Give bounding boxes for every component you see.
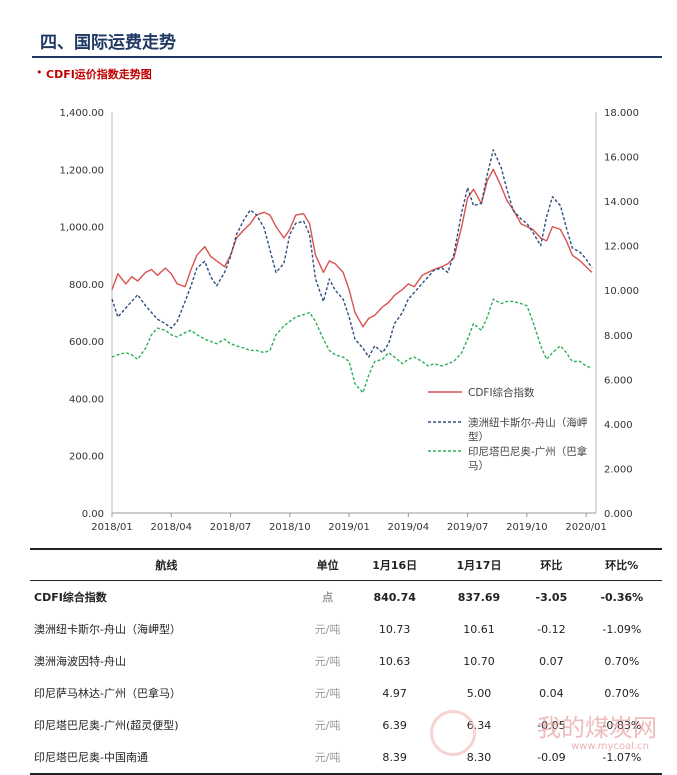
table-header-cell: 环比 xyxy=(521,548,582,581)
y-left-tick-label: 1,000.00 xyxy=(59,223,104,234)
y-right-tick-label: 18.000 xyxy=(604,108,639,119)
table-cell: 元/吨 xyxy=(314,655,341,668)
x-tick-label: 2018/01 xyxy=(91,522,133,533)
table-row: 印尼萨马林达-广州（巴拿马） 元/吨 4.97 5.00 0.04 0.70% xyxy=(30,677,662,709)
section-title: 四、国际运费走势 xyxy=(40,33,176,53)
table-cell: 10.73 xyxy=(378,622,411,636)
x-tick-label: 2020/01 xyxy=(565,522,607,533)
chart-subtitle: CDFI运价指数走势图 xyxy=(46,68,152,81)
x-tick-label: 2018/07 xyxy=(210,522,252,533)
x-tick-label: 2019/04 xyxy=(388,522,430,533)
table-cell: 10.63 xyxy=(378,654,411,668)
table-header-cell: 单位 xyxy=(302,548,353,581)
table-row: 澳洲海波因特-舟山 元/吨 10.63 10.70 0.07 0.70% xyxy=(30,645,662,677)
table-cell: 澳洲纽卡斯尔-舟山（海岬型） xyxy=(34,623,181,636)
table-header-row: 航线 单位 1月16日 1月17日 环比 环比% xyxy=(30,548,662,581)
table-cell: 8.39 xyxy=(352,741,437,775)
series-line-2 xyxy=(111,298,593,394)
table-cell: -3.05 xyxy=(535,590,568,604)
table-cell: -0.83% xyxy=(602,718,642,732)
table-cell: 0.07 xyxy=(539,654,564,668)
table-cell: 0.70% xyxy=(604,654,640,668)
y-right-tick-label: 6.000 xyxy=(604,375,633,386)
table-cell: 点 xyxy=(322,591,334,604)
y-left-tick-label: 1,400.00 xyxy=(59,108,104,119)
legend-label: 印尼塔巴尼奥-广州（巴拿 xyxy=(468,445,588,458)
y-right-tick-label: 2.000 xyxy=(604,464,633,475)
table-cell: -0.05 xyxy=(537,718,566,732)
table-row: 印尼塔巴尼奥-中国南通 元/吨 8.39 8.30 -0.09 -1.07% xyxy=(30,741,662,775)
y-left-tick-label: 200.00 xyxy=(69,452,104,463)
legend-label: 型） xyxy=(468,430,489,443)
y-left-tick-label: 800.00 xyxy=(69,280,104,291)
table-cell: 元/吨 xyxy=(302,741,353,775)
title-divider xyxy=(32,56,662,58)
table-cell: -0.36% xyxy=(600,590,644,604)
x-tick-label: 2018/10 xyxy=(269,522,311,533)
x-tick-label: 2019/07 xyxy=(447,522,489,533)
table-cell: 0.04 xyxy=(539,686,564,700)
table-cell: 8.30 xyxy=(436,741,522,775)
legend-label: 澳洲纽卡斯尔-舟山（海岬 xyxy=(468,416,587,429)
legend-label: 马） xyxy=(468,460,489,472)
table-cell: 4.97 xyxy=(382,686,407,700)
table-cell: 10.70 xyxy=(463,654,495,668)
x-tick-label: 2018/04 xyxy=(150,522,192,533)
watermark-text: 我的煤炭网 xyxy=(537,714,657,742)
y-right-tick-label: 16.000 xyxy=(604,153,639,164)
table-cell: 0.70% xyxy=(604,686,640,700)
table-cell: 元/吨 xyxy=(314,623,341,636)
table-cell: 元/吨 xyxy=(314,687,341,700)
table-cell: 6.39 xyxy=(382,718,407,732)
y-right-tick-label: 4.000 xyxy=(604,420,633,431)
table-row: CDFI综合指数 点 840.74 837.69 -3.05 -0.36% xyxy=(30,581,662,614)
table-header-cell: 航线 xyxy=(30,548,303,581)
y-left-tick-label: 0.00 xyxy=(82,509,104,520)
y-left-tick-label: 600.00 xyxy=(69,337,104,348)
table-cell: 元/吨 xyxy=(314,719,341,732)
subtitle-bullet: • xyxy=(36,66,43,79)
y-left-tick-label: 400.00 xyxy=(69,394,104,405)
table-row: 澳洲纽卡斯尔-舟山（海岬型） 元/吨 10.73 10.61 -0.12 -1.09% xyxy=(30,613,662,645)
table-cell: -0.12 xyxy=(537,622,566,636)
y-right-tick-label: 0.000 xyxy=(604,509,633,520)
table-header-cell: 1月17日 xyxy=(436,548,522,581)
table-cell: 印尼塔巴尼奥-中国南通 xyxy=(30,741,303,775)
table-header-cell: 1月16日 xyxy=(352,548,437,581)
x-tick-label: 2019/10 xyxy=(506,522,548,533)
table-cell: 10.61 xyxy=(463,622,495,636)
legend-label: CDFI综合指数 xyxy=(468,386,535,399)
y-right-tick-label: 8.000 xyxy=(604,331,633,342)
table-cell: 837.69 xyxy=(457,590,501,604)
table-cell: -1.09% xyxy=(602,622,642,636)
table-body: CDFI综合指数 点 840.74 837.69 -3.05 -0.36% 澳洲纽卡斯尔-舟… xyxy=(30,581,662,775)
y-left-tick-label: 1,200.00 xyxy=(59,165,104,176)
table-cell: 5.00 xyxy=(466,686,492,700)
table-cell: 印尼塔巴尼奥-广州(超灵便型) xyxy=(34,719,179,732)
table-cell: 840.74 xyxy=(373,590,416,604)
y-right-tick-label: 10.000 xyxy=(604,286,639,297)
table-header-cell: 环比% xyxy=(581,548,662,581)
series-line-1 xyxy=(111,149,593,358)
x-tick-label: 2019/01 xyxy=(328,522,370,533)
table-row: 印尼塔巴尼奥-广州(超灵便型) 元/吨 6.39 6.34 -0.05 -0.83% xyxy=(30,709,662,741)
table-cell: 印尼萨马林达-广州（巴拿马） xyxy=(34,687,181,700)
freight-index-chart: 0.00 200.00 400.00 600.00 800.00 1,000.00 1,20… xyxy=(59,108,639,533)
freight-table: 航线 单位 1月16日 1月17日 环比 环比% CDFI综合指数 点 840.74 837.6… xyxy=(30,548,662,775)
y-right-tick-label: 14.000 xyxy=(604,197,639,208)
table-cell: CDFI综合指数 xyxy=(34,591,107,604)
watermark-url: www.mycoal.cn xyxy=(571,741,649,752)
table-cell: 澳洲海波因特-舟山 xyxy=(34,655,126,668)
watermark-logo-icon xyxy=(430,710,476,756)
y-right-tick-label: 12.000 xyxy=(604,242,639,253)
